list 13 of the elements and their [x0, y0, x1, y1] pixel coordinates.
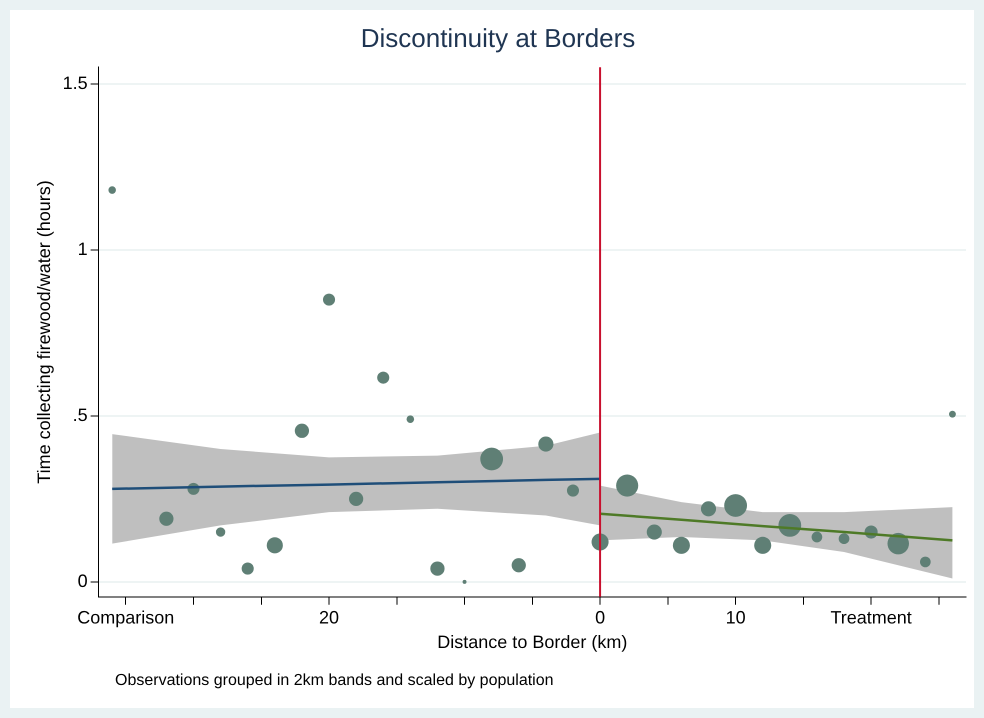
chart-title: Discontinuity at Borders — [360, 22, 636, 53]
y-tick-label: .5 — [72, 404, 88, 425]
x-axis-title: Distance to Border (km) — [437, 632, 628, 652]
y-axis-title: Time collecting firewood/water (hours) — [34, 180, 54, 484]
text: Observations grouped in 2km bands and scaled by population — [115, 672, 554, 690]
y-tick-label: 0 — [78, 570, 88, 591]
x-tick-label: 20 — [319, 608, 340, 628]
y-tick-label: 1 — [78, 238, 88, 259]
x-tick-label: 0 — [595, 608, 606, 628]
x-tick-label: Comparison — [77, 608, 174, 628]
y-tick-label: 1.5 — [62, 72, 88, 93]
x-tick-label: 10 — [726, 608, 746, 628]
x-tick-label: Treatment — [830, 608, 912, 628]
